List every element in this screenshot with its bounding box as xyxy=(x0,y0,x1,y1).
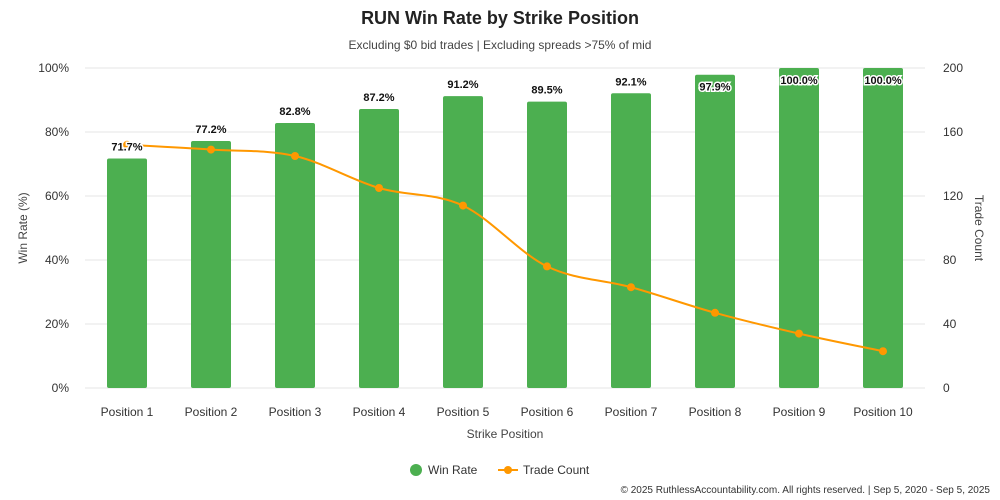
y-tick-label: 80% xyxy=(45,125,69,139)
point-trade-count xyxy=(459,201,467,210)
bar-data-label: 71.7% xyxy=(111,142,142,154)
x-axis-title: Strike Position xyxy=(467,427,544,441)
bar-win-rate xyxy=(611,93,651,388)
x-tick-label: Position 6 xyxy=(521,405,574,419)
bar-data-label: 89.5% xyxy=(531,85,562,97)
x-tick-label: Position 8 xyxy=(689,405,742,419)
bar-win-rate xyxy=(359,108,399,389)
y-axis-title: Win Rate (%) xyxy=(16,192,30,263)
point-trade-count xyxy=(207,145,215,154)
x-tick-label: Position 3 xyxy=(269,405,322,419)
legend-win-rate-label: Win Rate xyxy=(428,463,478,477)
legend-trade-count-label: Trade Count xyxy=(523,463,590,477)
y-tick-label: 20% xyxy=(45,317,69,331)
y2-tick-label: 80 xyxy=(943,253,957,267)
chart-title: RUN Win Rate by Strike Position xyxy=(361,8,639,28)
x-tick-label: Position 9 xyxy=(773,405,826,419)
bar-data-label: 77.2% xyxy=(195,124,226,136)
bar-data-label: 100.0% xyxy=(780,75,818,87)
x-tick-label: Position 7 xyxy=(605,405,658,419)
bar-data-label: 97.9% xyxy=(699,82,730,94)
point-trade-count xyxy=(711,308,719,317)
point-trade-count xyxy=(795,329,803,338)
bar-win-rate xyxy=(779,68,819,388)
y2-tick-label: 40 xyxy=(943,317,957,331)
bar-win-rate xyxy=(107,158,147,388)
line-trade-count xyxy=(126,143,884,353)
footer-copyright: © 2025 RuthlessAccountability.com. All r… xyxy=(620,485,990,496)
y2-tick-label: 120 xyxy=(943,189,963,203)
x-tick-label: Position 10 xyxy=(853,405,913,419)
point-trade-count xyxy=(543,262,551,271)
y-tick-label: 40% xyxy=(45,253,69,267)
bar-data-label: 100.0% xyxy=(864,75,902,87)
legend-trade-count-marker xyxy=(504,466,512,474)
bar-data-label: 91.2% xyxy=(447,79,478,91)
bar-data-label: 87.2% xyxy=(363,92,394,104)
chart-subtitle: Excluding $0 bid trades | Excluding spre… xyxy=(348,38,652,52)
y2-tick-label: 160 xyxy=(943,125,963,139)
point-trade-count xyxy=(879,347,887,356)
bar-win-rate xyxy=(443,96,483,388)
point-trade-count xyxy=(123,140,131,149)
legend-win-rate-icon xyxy=(410,464,422,476)
bar-win-rate xyxy=(695,74,735,388)
x-tick-label: Position 2 xyxy=(185,405,238,419)
bar-data-label: 92.1% xyxy=(615,76,646,88)
y2-tick-label: 0 xyxy=(943,381,950,395)
y2-tick-label: 200 xyxy=(943,61,963,75)
y-tick-label: 0% xyxy=(52,381,70,395)
bar-data-label: 82.8% xyxy=(279,106,310,118)
point-trade-count xyxy=(375,184,383,192)
bar-win-rate xyxy=(527,101,567,388)
bar-win-rate xyxy=(275,123,315,388)
x-tick-label: Position 1 xyxy=(101,405,154,419)
y-tick-label: 100% xyxy=(38,61,69,75)
bar-win-rate xyxy=(863,68,903,388)
bar-win-rate xyxy=(191,140,231,388)
point-trade-count xyxy=(627,283,635,292)
x-tick-label: Position 5 xyxy=(437,405,490,419)
point-trade-count xyxy=(291,152,299,160)
y2-axis-title: Trade Count xyxy=(972,195,986,262)
x-tick-label: Position 4 xyxy=(353,405,406,419)
y-tick-label: 60% xyxy=(45,189,69,203)
